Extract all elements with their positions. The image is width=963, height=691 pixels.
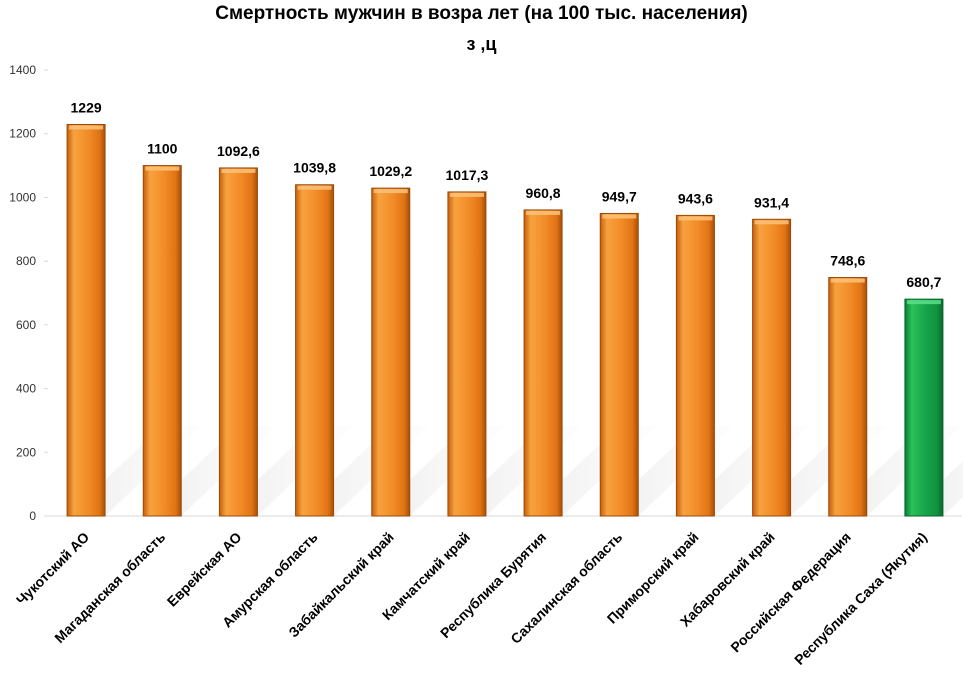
bar-top-bevel [145,166,180,171]
x-tick-label: Еврейская АО [164,529,245,610]
bar-top-bevel [297,185,332,190]
bar-top-bevel [830,278,865,283]
bar [371,187,411,517]
bar [523,209,563,517]
bar [828,277,868,517]
y-tick-label: 400 [16,382,36,396]
y-tick-label: 0 [29,509,36,523]
y-tick-label: 1000 [9,190,36,204]
data-label: 748,6 [830,253,865,269]
bar [295,184,335,517]
data-label: 1092,6 [217,143,260,159]
bar-top-bevel [221,168,256,173]
data-label: 1029,2 [369,163,412,179]
bar [599,212,639,517]
y-tick-label: 200 [16,445,36,459]
chart-subtitle: з ,ц [466,34,497,54]
data-label: 680,7 [906,274,941,290]
bar-top-bevel [449,192,484,197]
bar [904,298,944,517]
data-label: 1017,3 [446,167,489,183]
bar [142,165,182,517]
y-tick-label: 1200 [9,127,36,141]
data-label: 960,8 [526,185,561,201]
bar [675,214,715,517]
data-label: 1100 [147,141,178,157]
y-tick-label: 600 [16,318,36,332]
bar [752,218,792,517]
x-tick-label: Республика Саха (Якутия) [791,529,930,668]
bar [447,191,487,517]
bar [66,123,106,517]
bar [218,167,258,517]
data-label: 931,4 [754,194,789,210]
bar-top-bevel [373,189,408,194]
y-tick-label: 1400 [9,63,36,77]
bar-top-bevel [69,125,104,130]
chart-title: Смертность мужчин в возра лет (на 100 ты… [215,3,748,24]
bar-top-bevel [526,210,561,215]
data-label: 1229 [71,99,102,115]
bar-top-bevel [678,216,713,221]
data-label: 1039,8 [293,160,336,176]
y-tick-label: 800 [16,254,36,268]
bar-top-bevel [754,220,789,225]
bar-top-bevel [602,214,637,219]
data-label: 949,7 [602,188,637,204]
data-label: 943,6 [678,190,713,206]
x-tick-label: Чукотский АО [13,529,92,608]
bar-top-bevel [906,300,941,305]
